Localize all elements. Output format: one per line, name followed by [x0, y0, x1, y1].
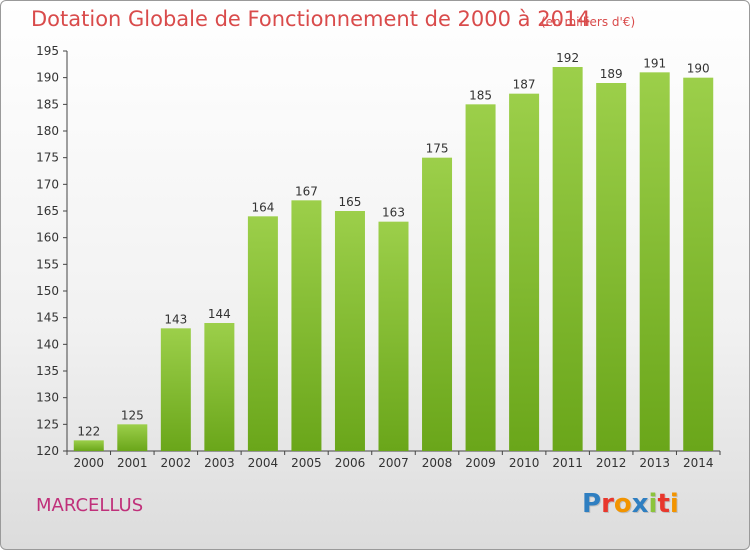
bars: 122 125 143 144 164 167 165 163 175 185 187 192 189 1…: [73, 51, 714, 452]
bar-2011: [552, 67, 583, 451]
x-tick-label: 2004: [248, 456, 279, 470]
y-tick-label: 130: [36, 391, 59, 405]
y-tick-label: 120: [36, 444, 59, 458]
unit-note: (en milliers d'€): [541, 15, 636, 29]
x-tick-label: 2010: [509, 456, 540, 470]
logo-letter: i: [669, 489, 679, 519]
proxiti-logo[interactable]: Proxiti: [582, 489, 679, 519]
y-tick-label: 140: [36, 337, 59, 351]
bar-2001: [117, 424, 148, 451]
bar-value-label: 175: [426, 142, 449, 156]
bar-value-label: 165: [339, 195, 362, 209]
x-tick-label: 2008: [422, 456, 453, 470]
bar-2004: [247, 216, 278, 451]
logo-letter: t: [657, 489, 670, 519]
bar-2014: [683, 77, 714, 452]
x-tick-label: 2000: [73, 456, 104, 470]
chart-title: Dotation Globale de Fonctionnement de 20…: [31, 7, 591, 31]
x-tick-label: 2005: [291, 456, 322, 470]
y-tick-label: 150: [36, 284, 59, 298]
x-tick-label: 2003: [204, 456, 235, 470]
x-tick-label: 2014: [683, 456, 714, 470]
bar-value-label: 185: [469, 88, 492, 102]
bar-value-label: 167: [295, 184, 318, 198]
x-tick-label: 2012: [596, 456, 627, 470]
bar-value-label: 125: [121, 408, 144, 422]
logo-letter: r: [601, 489, 614, 519]
x-tick-label: 2009: [465, 456, 496, 470]
bar-2007: [378, 221, 409, 451]
y-tick-label: 155: [36, 257, 59, 271]
logo-letter: x: [631, 489, 649, 519]
bar-value-label: 163: [382, 206, 405, 220]
logo-letter: P: [582, 489, 602, 519]
bar-2012: [596, 83, 627, 451]
bar-value-label: 187: [513, 78, 536, 92]
y-tick-label: 145: [36, 311, 59, 325]
bar-2010: [509, 93, 540, 452]
commune-name: MARCELLUS: [36, 495, 144, 516]
y-tick-label: 160: [36, 231, 59, 245]
y-tick-label: 195: [36, 44, 59, 58]
x-tick-label: 2011: [552, 456, 583, 470]
y-tick-label: 125: [36, 417, 59, 431]
y-tick-label: 185: [36, 97, 59, 111]
bar-value-label: 190: [687, 62, 710, 76]
x-tick-label: 2006: [335, 456, 366, 470]
bar-2008: [422, 157, 453, 451]
bar-2005: [291, 200, 322, 451]
bar-value-label: 164: [251, 200, 274, 214]
x-axis: 2000 2001 2002 2003 2004 2005 2006 2007 2008 2009…: [66, 450, 721, 470]
bar-2006: [334, 211, 365, 451]
bar-value-label: 191: [643, 56, 666, 70]
x-tick-label: 2007: [378, 456, 409, 470]
y-tick-label: 165: [36, 204, 59, 218]
bar-2009: [465, 104, 496, 451]
y-tick-label: 135: [36, 364, 59, 378]
bar-value-label: 189: [600, 67, 623, 81]
bar-value-label: 122: [77, 424, 100, 438]
bar-2000: [73, 440, 104, 451]
bar-2003: [204, 323, 235, 451]
bar-value-label: 192: [556, 51, 579, 65]
x-tick-label: 2001: [117, 456, 148, 470]
y-tick-label: 190: [36, 71, 59, 85]
y-tick-label: 170: [36, 177, 59, 191]
bar-value-label: 143: [164, 312, 187, 326]
y-tick-label: 175: [36, 151, 59, 165]
x-tick-label: 2002: [161, 456, 192, 470]
x-tick-label: 2013: [639, 456, 670, 470]
bar-2002: [160, 328, 191, 451]
y-tick-label: 180: [36, 124, 59, 138]
y-axis: 120 125 130 135 140 145 150 155 160 165 170 175 180 1…: [36, 44, 68, 458]
logo-letter: o: [613, 489, 632, 519]
bar-2013: [639, 72, 670, 451]
logo-letter: i: [648, 489, 658, 519]
bar-value-label: 144: [208, 307, 231, 321]
